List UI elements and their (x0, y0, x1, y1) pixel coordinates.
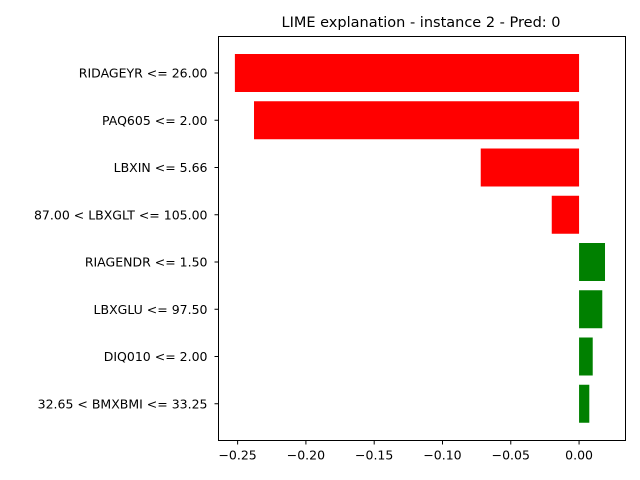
bar-5 (579, 290, 603, 329)
x-tick-label-2: −0.15 (355, 448, 393, 463)
x-tick-label-0: −0.25 (218, 448, 256, 463)
x-tick-label-5: 0.00 (565, 448, 593, 463)
bar-6 (579, 337, 593, 376)
plot-frame (218, 36, 626, 441)
y-tick-label-7: 32.65 < BMXBMI <= 33.25 (38, 396, 208, 411)
y-tick-label-6: DIQ010 <= 2.00 (104, 349, 208, 364)
bar-7 (579, 384, 590, 423)
bar-3 (551, 195, 580, 234)
y-tick-labels: RIDAGEYR <= 26.00 PAQ605 <= 2.00 LBXIN <= … (34, 66, 219, 411)
bar-4 (579, 243, 606, 281)
y-tick-label-4: RIAGENDR <= 1.50 (85, 255, 208, 270)
y-tick-label-0: RIDAGEYR <= 26.00 (79, 66, 208, 81)
bars-group (234, 54, 606, 423)
bar-1 (254, 101, 580, 140)
y-tick-label-1: PAQ605 <= 2.00 (102, 113, 208, 128)
x-tick-label-4: −0.05 (492, 448, 530, 463)
bar-2 (480, 148, 580, 187)
x-tick-label-3: −0.10 (423, 448, 461, 463)
x-tick-label-1: −0.20 (287, 448, 325, 463)
chart-title: LIME explanation - instance 2 - Pred: 0 (282, 15, 561, 31)
bar-0 (234, 54, 580, 92)
x-ticks-group: −0.25 −0.20 −0.15 −0.10 −0.05 0.00 (218, 440, 593, 463)
y-tick-label-3: 87.00 < LBXGLT <= 105.00 (34, 207, 208, 222)
y-tick-label-2: LBXIN <= 5.66 (114, 160, 208, 175)
y-tick-label-5: LBXGLU <= 97.50 (94, 302, 208, 317)
